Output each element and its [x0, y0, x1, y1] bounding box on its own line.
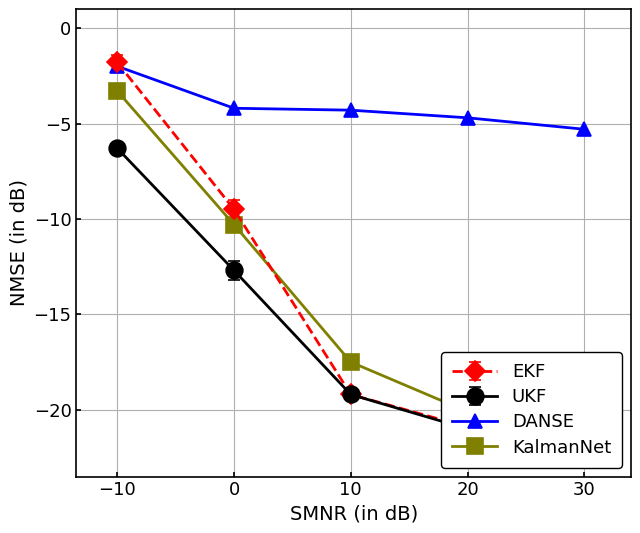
X-axis label: SMNR (in dB): SMNR (in dB) — [289, 505, 418, 524]
Legend: EKF, UKF, DANSE, KalmanNet: EKF, UKF, DANSE, KalmanNet — [442, 352, 622, 467]
Y-axis label: NMSE (in dB): NMSE (in dB) — [9, 179, 28, 306]
